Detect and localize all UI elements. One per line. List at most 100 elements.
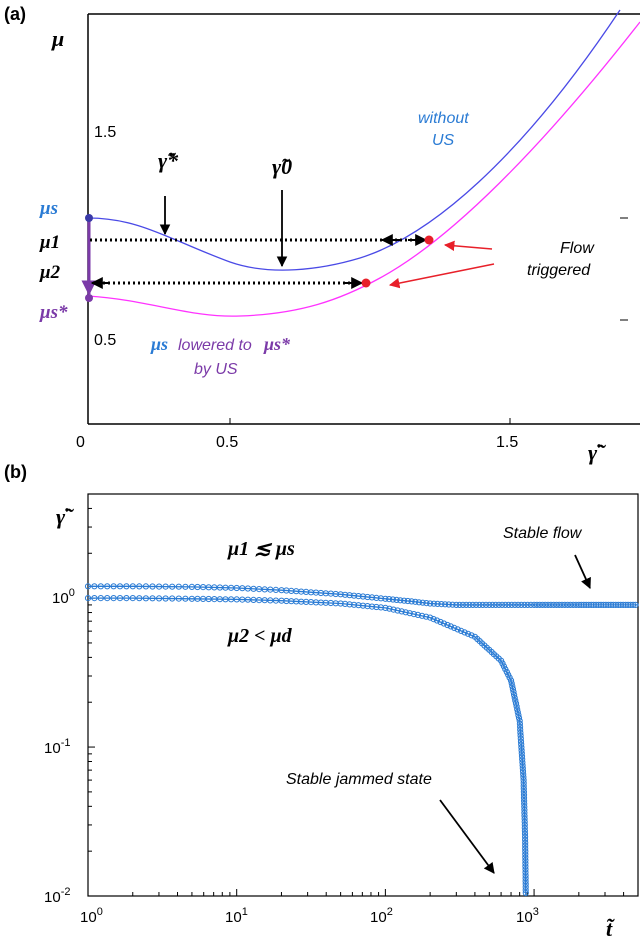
flow-arrow-2: [388, 263, 495, 289]
series-1-point: [479, 601, 486, 609]
series-1-point: [377, 595, 384, 602]
series-2-point: [510, 688, 517, 696]
series-1-point: [382, 595, 389, 602]
series-2-point: [522, 833, 529, 840]
series-1-point: [162, 583, 169, 590]
series-2-point: [169, 595, 176, 602]
series-2-point: [427, 614, 434, 621]
series-2-point: [517, 723, 524, 730]
series-1-point: [401, 597, 408, 604]
series-2-point: [136, 595, 143, 602]
series-2-point: [520, 777, 527, 784]
series-1-point: [505, 601, 512, 609]
series-2-point: [520, 783, 527, 790]
series-1-point: [476, 601, 483, 609]
series-2-point: [142, 595, 149, 602]
series-2-point: [520, 780, 527, 787]
mu-s-star-point: [85, 294, 93, 302]
series-1-point: [337, 591, 344, 598]
series-1-point: [427, 600, 434, 607]
series-2-point: [521, 803, 528, 811]
panel-a-y-label: μ: [51, 26, 64, 51]
series-2-point: [522, 854, 529, 861]
series-2-point: [440, 620, 447, 627]
series-2-point: [116, 595, 124, 602]
series-2-point: [110, 595, 117, 602]
series-2-point: [337, 600, 344, 607]
series-2-point: [418, 612, 426, 619]
series-1-point: [492, 601, 499, 609]
series-2-point: [522, 889, 529, 897]
series-1-point: [359, 593, 367, 600]
series-2-point: [521, 821, 528, 828]
series-2-point: [520, 774, 527, 781]
lowered-mu-s: μs: [150, 334, 168, 354]
series-2-point: [386, 605, 393, 612]
series-1-point: [419, 599, 426, 606]
series-2-point: [423, 613, 430, 620]
panel-a-label: (a): [4, 4, 26, 24]
y-tick-label-0.1: 10-1: [44, 737, 70, 757]
series-2-point: [437, 618, 444, 626]
series-2-point: [522, 860, 529, 867]
series-2-point: [522, 884, 529, 891]
series-2-point: [402, 609, 409, 616]
x-tick-label-100: 102: [370, 906, 393, 926]
lowered-text: lowered to: [178, 337, 252, 354]
series-1-point: [469, 601, 476, 609]
series-2-point: [377, 604, 384, 611]
panel-a-x-tick-label-0.5: 0.5: [216, 434, 238, 451]
series-2-point: [162, 595, 169, 602]
series-2-point: [522, 878, 529, 885]
series-1-point: [442, 601, 449, 608]
mu-2-label: μ2: [39, 262, 61, 283]
series-1-point: [397, 597, 404, 604]
series-1-point: [386, 596, 393, 603]
flow-triggered-label-1: Flow: [560, 240, 595, 257]
series-2-point: [516, 720, 524, 727]
series-2-point: [430, 616, 437, 623]
panel-a-x-tick-label-0: 0: [76, 434, 85, 451]
series-1-point: [508, 601, 515, 609]
series-2-point: [156, 595, 163, 602]
series-1-point: [486, 601, 493, 609]
series-2-point: [390, 606, 397, 613]
series-1-point: [502, 601, 509, 609]
series-1-point: [499, 601, 506, 609]
flow-arrow-1: [443, 240, 493, 252]
series-1-point: [630, 601, 637, 609]
series-1-point: [156, 583, 163, 590]
series-2-point: [517, 729, 524, 736]
series-1-point: [97, 583, 104, 590]
mu-s-star-label: μs*: [39, 302, 68, 323]
series-1-point: [169, 583, 176, 590]
panel-b-plot-area: [87, 493, 639, 897]
series-1-point: [346, 592, 353, 599]
series-2-point: [522, 881, 529, 888]
series-2-point: [515, 714, 523, 722]
series-2-point: [454, 626, 461, 633]
stable-jammed-label: Stable jammed state: [286, 771, 432, 788]
series-2-point: [517, 732, 524, 739]
series-2-point: [461, 629, 468, 636]
x-tick-label-10: 101: [225, 906, 248, 926]
panel-b-x-label: t̃: [606, 916, 615, 941]
series-2-point: [520, 785, 527, 793]
series-2-point: [522, 863, 529, 870]
series-2-point: [84, 595, 92, 602]
series-2-point: [516, 717, 523, 724]
panel-a-y-tick-label-0.5: 0.5: [94, 332, 116, 349]
y-tick-label-0.01: 10-2: [44, 886, 70, 906]
series-1-point: [456, 601, 463, 609]
series-2-point: [182, 595, 189, 602]
series-2-point: [394, 607, 401, 614]
series-2-point: [522, 839, 529, 846]
series-1-point: [515, 601, 522, 609]
series-2-point: [521, 800, 528, 808]
series-2-point: [91, 595, 98, 602]
panel-b-y-tick-labels: 10-2 10-1 100: [44, 587, 75, 906]
series-1-point: [466, 601, 473, 609]
series-2-point: [451, 624, 458, 632]
series-2-point: [521, 809, 528, 817]
flow-point-2: [361, 278, 371, 288]
